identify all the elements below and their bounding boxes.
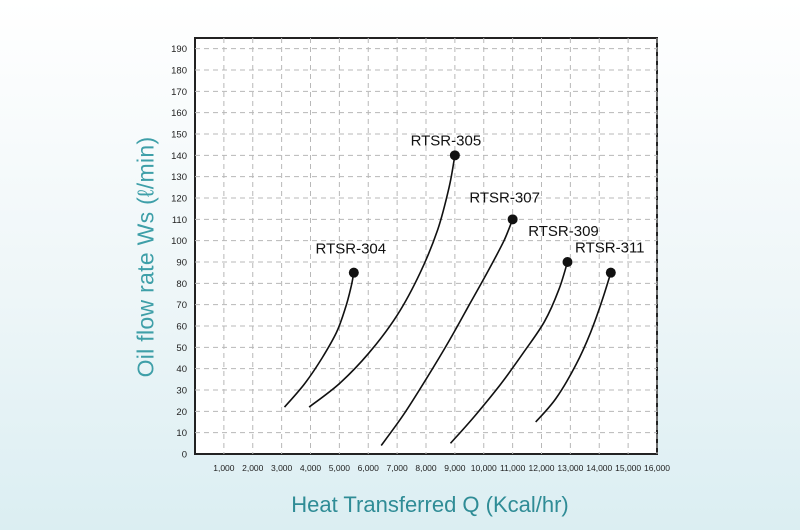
x-tick-label: 6,000 — [358, 463, 380, 473]
y-tick-label: 160 — [171, 108, 187, 119]
y-tick-label: 80 — [176, 279, 187, 290]
series-label-rtsr-311: RTSR-311 — [575, 240, 644, 257]
y-tick-label: 40 — [176, 364, 187, 375]
y-tick-label: 20 — [176, 407, 187, 418]
y-tick-label: 60 — [176, 322, 187, 333]
x-tick-label: 4,000 — [300, 463, 322, 473]
y-tick-label: 120 — [171, 194, 187, 205]
series-label-rtsr-307: RTSR-307 — [469, 189, 540, 206]
y-tick-label: 180 — [171, 66, 187, 77]
y-tick-label: 0 — [182, 450, 187, 461]
series-line-rtsr-309 — [449, 261, 569, 444]
series-endpoint-rtsr-307 — [507, 214, 518, 225]
series-line-rtsr-307 — [380, 219, 514, 446]
x-tick-label: 10,000 — [471, 463, 497, 473]
y-tick-label: 10 — [176, 428, 187, 439]
y-tick-label: 30 — [176, 386, 187, 397]
series-line-rtsr-304 — [283, 272, 355, 408]
y-tick-label: 130 — [171, 172, 187, 183]
y-tick-label: 190 — [171, 44, 187, 55]
x-tick-label: 14,000 — [586, 463, 612, 473]
y-tick-label: 70 — [176, 300, 187, 311]
x-tick-label: 12,000 — [529, 463, 555, 473]
series-label-rtsr-304: RTSR-304 — [316, 241, 387, 258]
y-tick-label: 150 — [171, 130, 187, 141]
x-tick-label: 9,000 — [444, 463, 466, 473]
x-axis-label: Heat Transferred Q (Kcal/hr) — [291, 492, 569, 517]
series-label-rtsr-305: RTSR-305 — [411, 132, 482, 149]
series-endpoint-rtsr-309 — [562, 257, 573, 267]
y-tick-label: 140 — [171, 151, 187, 162]
x-tick-label: 16,000 — [644, 463, 670, 473]
x-tick-label: 3,000 — [271, 463, 293, 473]
x-tick-label: 8,000 — [415, 463, 437, 473]
series-line-rtsr-305 — [308, 155, 456, 408]
x-tick-label: 2,000 — [242, 463, 264, 473]
x-tick-labels: 1,000 2,000 3,000 4,000 5,000 6,000 7,000 8,000… — [213, 463, 670, 473]
series-endpoint-rtsr-304 — [348, 267, 359, 278]
series-line-rtsr-311 — [535, 272, 612, 423]
x-tick-label: 11,000 — [500, 463, 526, 473]
x-tick-label: 13,000 — [557, 463, 583, 473]
x-tick-label: 15,000 — [615, 463, 641, 473]
y-tick-labels: 0 10 20 30 40 50 60 70 80 90 100 110 120 130 140 150 160… — [171, 44, 187, 460]
y-axis-label: Oil flow rate Ws (ℓ/min) — [132, 136, 159, 378]
y-tick-label: 170 — [171, 87, 187, 98]
y-tick-label: 50 — [176, 343, 187, 354]
series-endpoint-rtsr-311 — [605, 267, 616, 278]
x-tick-label: 5,000 — [329, 463, 351, 473]
y-tick-label: 100 — [171, 236, 187, 247]
y-tick-label: 110 — [172, 215, 187, 226]
y-tick-label: 90 — [176, 258, 187, 269]
x-tick-label: 1,000 — [213, 463, 235, 473]
series-label-rtsr-309: RTSR-309 — [528, 223, 599, 240]
x-tick-label: 7,000 — [386, 463, 408, 473]
series-endpoint-rtsr-305 — [449, 150, 460, 161]
grid-lines — [195, 38, 658, 454]
